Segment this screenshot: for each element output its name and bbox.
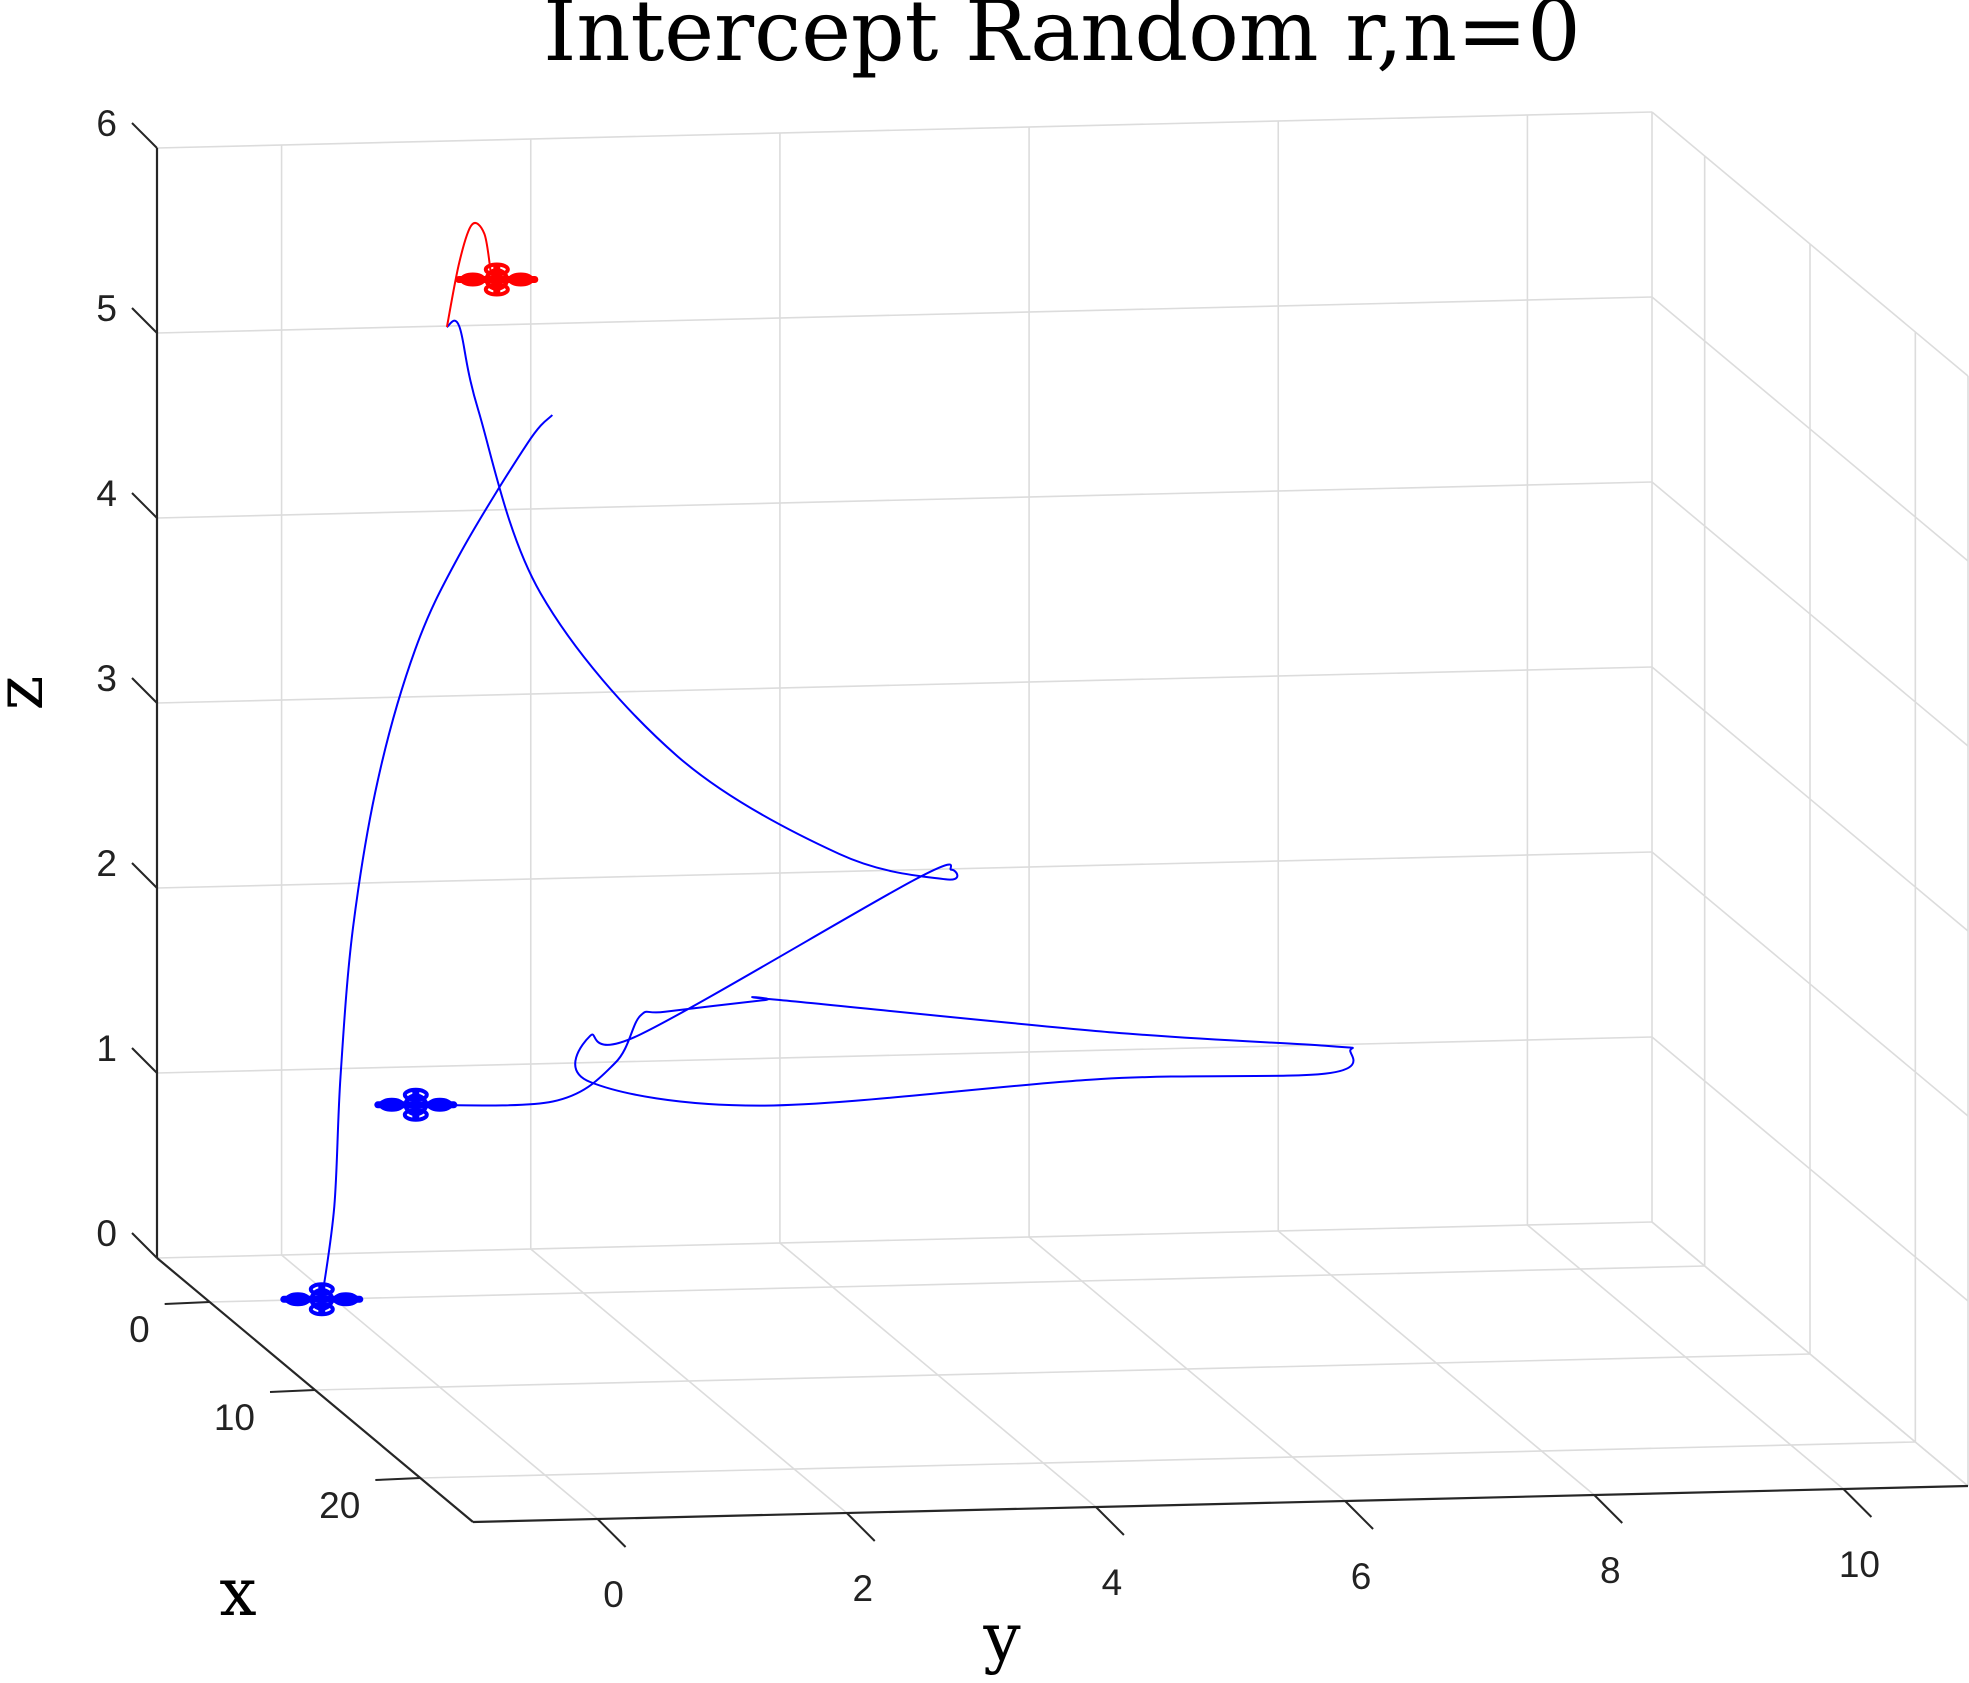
y-tick-mark — [1842, 1488, 1873, 1518]
axes — [131, 122, 1969, 1548]
y-tick-label: 6 — [1351, 1556, 1372, 1597]
quadrotor-rotor — [308, 1302, 335, 1317]
grid-line-floor-x — [209, 1265, 1705, 1303]
z-tick-mark — [131, 1047, 158, 1074]
x-tick-label: 0 — [129, 1309, 150, 1350]
trajectories — [320, 222, 1355, 1300]
quadrotor-marker-pursuer-1-start — [280, 1282, 364, 1317]
grid-line-side-z — [1651, 111, 1969, 377]
grid-line-back-z — [156, 296, 1653, 334]
z-tick-mark — [131, 307, 158, 334]
grid-line-back-z — [156, 111, 1653, 149]
grid-line-back-z — [156, 851, 1653, 889]
y-tick-mark — [1344, 1500, 1374, 1530]
y-tick-mark — [1593, 1494, 1623, 1524]
y-axis-label: y — [982, 1599, 1021, 1676]
quadrotor-body — [403, 1093, 429, 1117]
z-tick-mark — [131, 1232, 158, 1259]
y-axis-line — [472, 1484, 1969, 1524]
grid-line-back-z — [156, 1036, 1653, 1074]
grid-line-side-z — [1651, 666, 1969, 932]
z-tick-label: 6 — [96, 103, 117, 144]
z-tick-mark — [131, 862, 158, 889]
quadrotor-rotor — [284, 1292, 311, 1307]
y-tick-mark — [846, 1512, 876, 1542]
quadrotor-rotor — [459, 272, 486, 287]
grid-line-floor-x — [420, 1441, 1916, 1479]
quadrotor-marker-target — [455, 262, 539, 297]
grid-line-back-z — [156, 666, 1653, 704]
tick-labels: 0 1 2 3 4 5 6 0 10 20 0 2 4 6 8 10 — [96, 103, 1880, 1615]
x-tick-mark — [375, 1477, 421, 1481]
z-tick-label: 3 — [96, 658, 117, 699]
grid-line-back-z — [156, 481, 1653, 519]
x-axis-label: x — [219, 1554, 256, 1631]
trajectory-pursuer-2 — [415, 319, 1355, 1107]
grid-line-side-z — [1651, 296, 1969, 562]
grid-line-floor-x — [314, 1353, 1811, 1391]
grid-line-side-z — [1651, 481, 1969, 747]
z-axis-label: z — [0, 676, 58, 711]
z-tick-label: 5 — [96, 288, 117, 329]
quadrotor-marker-pursuer-2-start — [374, 1087, 458, 1122]
y-tick-mark — [596, 1518, 627, 1548]
quadrotor-rotor — [378, 1097, 405, 1112]
x-tick-mark — [269, 1389, 316, 1393]
z-tick-mark — [131, 492, 158, 519]
z-tick-label: 4 — [96, 473, 117, 514]
grid-line-side-z — [1651, 851, 1969, 1117]
quadrotor-rotor — [426, 1097, 453, 1112]
grid-lines — [156, 111, 1969, 1523]
quadrotor-markers — [280, 262, 539, 1317]
quadrotor-rotor — [402, 1087, 429, 1102]
z-tick-mark — [131, 122, 158, 149]
chart-title: Intercept Random r,n=0 — [543, 0, 1581, 80]
x-tick-mark — [164, 1301, 210, 1305]
x-tick-label: 10 — [214, 1397, 255, 1438]
grid-line-back-z — [156, 1221, 1653, 1259]
quadrotor-rotor — [402, 1107, 429, 1122]
quadrotor-body — [484, 268, 510, 291]
y-tick-mark — [1095, 1506, 1125, 1536]
x-tick-label: 20 — [319, 1485, 360, 1526]
grid-line-side-z — [1651, 1036, 1969, 1302]
trajectory-target — [445, 222, 492, 328]
y-tick-label: 10 — [1839, 1544, 1880, 1585]
y-tick-label: 8 — [1600, 1550, 1621, 1591]
y-tick-label: 2 — [852, 1568, 873, 1609]
z-tick-label: 1 — [96, 1028, 117, 1069]
quadrotor-rotor — [507, 272, 534, 287]
quadrotor-body — [309, 1288, 335, 1311]
quadrotor-rotor — [483, 282, 510, 297]
z-tick-label: 0 — [96, 1213, 117, 1254]
y-tick-label: 4 — [1102, 1562, 1123, 1603]
z-tick-label: 2 — [96, 843, 117, 884]
y-tick-label: 0 — [603, 1574, 624, 1615]
trajectory-pursuer-1 — [320, 414, 554, 1300]
quadrotor-rotor — [483, 262, 510, 277]
z-tick-mark — [131, 677, 158, 704]
quadrotor-rotor — [332, 1292, 359, 1307]
quadrotor-rotor — [308, 1282, 335, 1297]
